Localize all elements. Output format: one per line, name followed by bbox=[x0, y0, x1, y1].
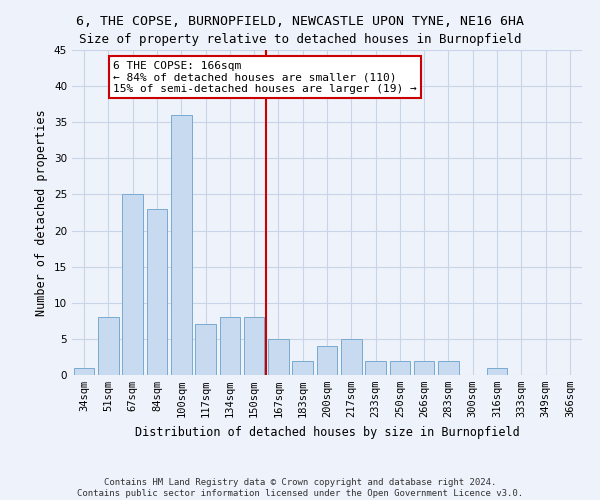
Bar bbox=[389, 360, 410, 375]
Bar bbox=[317, 346, 337, 375]
Bar bbox=[195, 324, 216, 375]
Bar bbox=[171, 115, 191, 375]
Text: Size of property relative to detached houses in Burnopfield: Size of property relative to detached ho… bbox=[79, 32, 521, 46]
Bar bbox=[341, 339, 362, 375]
Bar bbox=[268, 339, 289, 375]
Text: Contains HM Land Registry data © Crown copyright and database right 2024.
Contai: Contains HM Land Registry data © Crown c… bbox=[77, 478, 523, 498]
Bar bbox=[220, 317, 240, 375]
X-axis label: Distribution of detached houses by size in Burnopfield: Distribution of detached houses by size … bbox=[134, 426, 520, 438]
Bar bbox=[122, 194, 143, 375]
Text: 6, THE COPSE, BURNOPFIELD, NEWCASTLE UPON TYNE, NE16 6HA: 6, THE COPSE, BURNOPFIELD, NEWCASTLE UPO… bbox=[76, 15, 524, 28]
Bar bbox=[74, 368, 94, 375]
Bar bbox=[414, 360, 434, 375]
Bar bbox=[98, 317, 119, 375]
Y-axis label: Number of detached properties: Number of detached properties bbox=[35, 109, 49, 316]
Bar bbox=[244, 317, 265, 375]
Bar bbox=[146, 209, 167, 375]
Bar bbox=[365, 360, 386, 375]
Bar bbox=[487, 368, 508, 375]
Text: 6 THE COPSE: 166sqm
← 84% of detached houses are smaller (110)
15% of semi-detac: 6 THE COPSE: 166sqm ← 84% of detached ho… bbox=[113, 61, 417, 94]
Bar bbox=[292, 360, 313, 375]
Bar bbox=[438, 360, 459, 375]
